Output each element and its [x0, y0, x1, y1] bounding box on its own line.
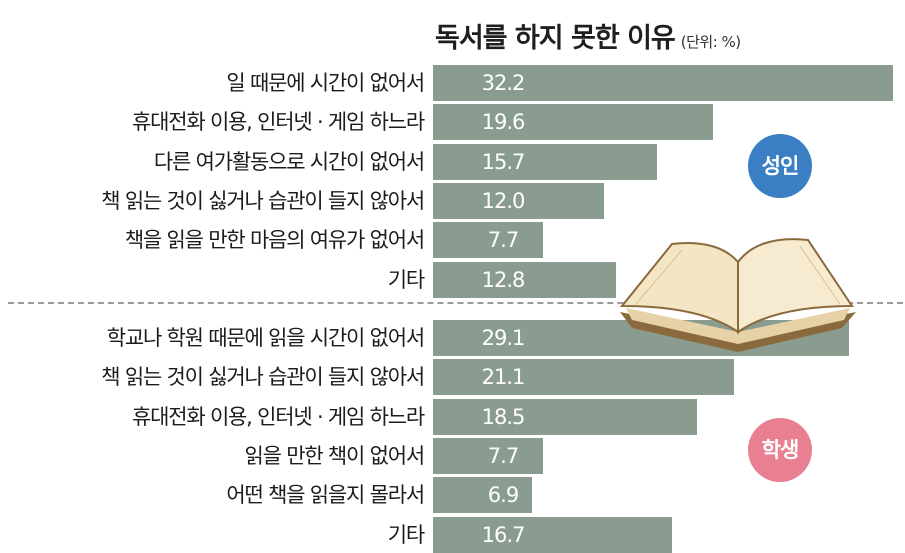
bar [433, 222, 543, 258]
category-label: 책 읽는 것이 싫거나 습관이 들지 않아서 [101, 189, 425, 213]
category-label: 어떤 책을 읽을지 몰라서 [226, 483, 425, 507]
category-label: 휴대전화 이용, 인터넷 · 게임 하느라 [131, 405, 425, 429]
category-label: 책을 읽을 만한 마음의 여유가 없어서 [124, 228, 425, 252]
bar [433, 104, 713, 140]
category-label: 학교나 학원 때문에 읽을 시간이 없어서 [106, 326, 425, 350]
category-label: 기타 [387, 523, 425, 547]
value-label: 21.1 [481, 365, 526, 389]
chart-title-text: 독서를 하지 못한 이유 [435, 23, 676, 54]
category-label: 읽을 만한 책이 없어서 [244, 444, 425, 468]
bar [433, 262, 616, 298]
value-label: 7.7 [487, 228, 519, 252]
category-label: 책 읽는 것이 싫거나 습관이 들지 않아서 [101, 365, 425, 389]
bar [433, 517, 672, 553]
student-group-badge: 학생 [748, 418, 812, 482]
value-label: 19.6 [481, 110, 526, 134]
value-label: 18.5 [481, 405, 526, 429]
category-label: 기타 [387, 268, 425, 292]
value-label: 29.1 [481, 326, 526, 350]
value-label: 7.7 [487, 444, 519, 468]
category-label: 다른 여가활동으로 시간이 없어서 [153, 150, 425, 174]
value-label: 12.0 [481, 189, 526, 213]
category-label: 휴대전화 이용, 인터넷 · 게임 하느라 [131, 110, 425, 134]
chart-title: 독서를 하지 못한 이유 (단위: %) [435, 16, 741, 55]
bar [433, 399, 697, 435]
value-label: 15.7 [481, 150, 526, 174]
bar [433, 477, 532, 513]
group-divider [8, 302, 903, 304]
bar [433, 183, 604, 219]
value-label: 12.8 [481, 268, 526, 292]
adult-group-badge: 성인 [748, 134, 812, 198]
bar [433, 359, 734, 395]
value-label: 32.2 [481, 71, 526, 95]
bar [433, 65, 893, 101]
unit-label: (단위: %) [680, 33, 741, 51]
open-book-icon [619, 238, 856, 352]
bar [433, 438, 543, 474]
value-label: 6.9 [487, 483, 519, 507]
category-label: 일 때문에 시간이 없어서 [226, 71, 425, 95]
bar [433, 144, 657, 180]
value-label: 16.7 [481, 523, 526, 547]
